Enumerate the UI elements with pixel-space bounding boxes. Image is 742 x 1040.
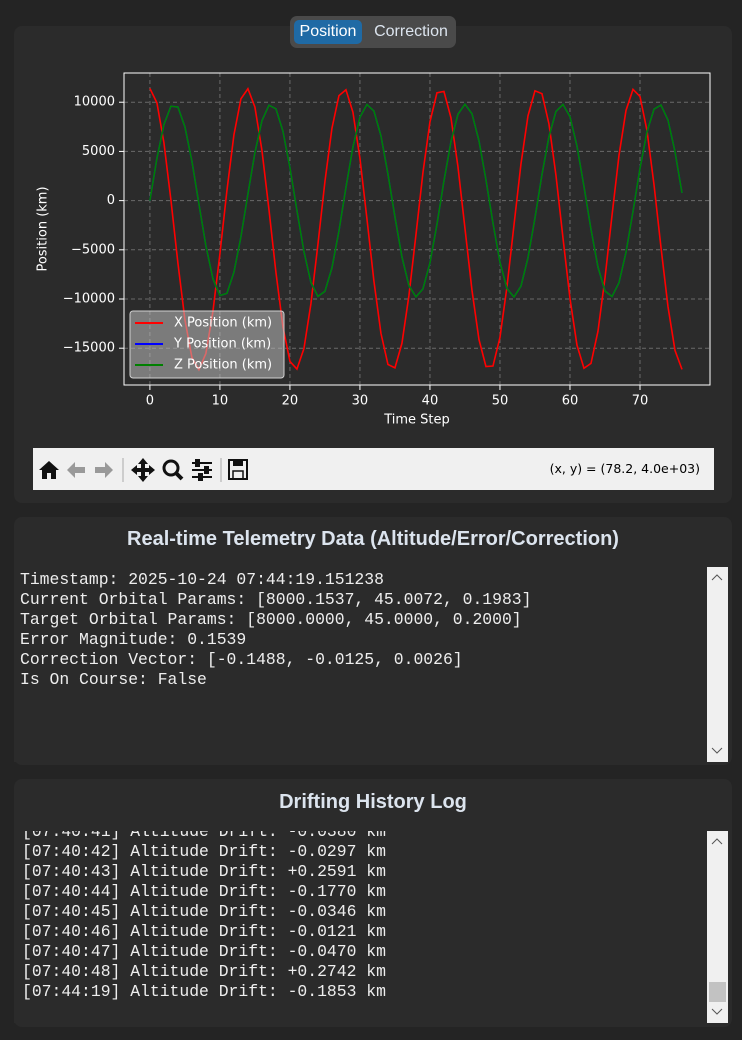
telemetry-panel: Real-time Telemetry Data (Altitude/Error… xyxy=(14,517,732,765)
x-tick-label: 50 xyxy=(492,394,509,409)
position-panel xyxy=(14,26,732,503)
data-line xyxy=(149,102,683,299)
text-line: [07:40:45] Altitude Drift: -0.0346 km xyxy=(22,902,386,921)
toolbar: (x, y) = (78.2, 4.0e+03) xyxy=(33,448,714,490)
save-button[interactable] xyxy=(228,459,248,480)
legend-box xyxy=(129,310,285,379)
history-textbox[interactable]: [07:40:41] Altitude Drift: -0.0380 km [07… xyxy=(14,831,728,1023)
x-tick-label: 40 xyxy=(422,394,439,409)
text-line: [07:40:44] Altitude Drift: -0.1770 km xyxy=(22,882,386,901)
text-line: [07:40:47] Altitude Drift: -0.0470 km xyxy=(22,942,386,961)
x-tick-label: 70 xyxy=(632,394,649,409)
text-line: [07:40:42] Altitude Drift: -0.0297 km xyxy=(22,842,386,861)
panel-title: Drifting History Log xyxy=(279,791,467,813)
history-panel: Drifting History Log [07:40:41] Altitude… xyxy=(14,779,732,1027)
y-tick-label: −15000 xyxy=(63,341,115,356)
zoom-button[interactable] xyxy=(162,459,184,481)
scrollbar[interactable] xyxy=(707,567,728,762)
tab[interactable]: Correction xyxy=(374,23,448,40)
y-tick-label: −10000 xyxy=(63,292,115,307)
legend-label: X Position (km) xyxy=(174,316,272,331)
plot-frame xyxy=(123,72,711,386)
x-tick-label: 0 xyxy=(146,394,154,409)
y-tick-label: −5000 xyxy=(71,242,115,257)
text-line: Correction Vector: [-0.1488, -0.0125, 0.… xyxy=(20,650,463,669)
text-line: [07:40:41] Altitude Drift: -0.0380 km xyxy=(22,831,386,841)
telemetry-textbox[interactable]: Timestamp: 2025-10-24 07:44:19.151238 Cur… xyxy=(14,567,728,762)
y-tick-label: 0 xyxy=(107,193,115,208)
y-axis-label: Position (km) xyxy=(36,186,51,271)
toolbar-icons xyxy=(39,458,248,482)
back-button[interactable] xyxy=(67,462,85,478)
x-tick-label: 10 xyxy=(212,394,229,409)
forward-button[interactable] xyxy=(95,462,113,478)
text-content: [07:40:41] Altitude Drift: -0.0380 km [07… xyxy=(22,831,386,1002)
x-tick-label: 20 xyxy=(282,394,299,409)
home-button[interactable] xyxy=(39,461,59,479)
scrollbar[interactable] xyxy=(707,831,728,1023)
legend-label: Z Position (km) xyxy=(174,358,272,373)
x-tick-label: 30 xyxy=(352,394,369,409)
tab-bar: Position Correction xyxy=(290,16,456,48)
text-line: Error Magnitude: 0.1539 xyxy=(20,630,247,649)
chart: Time Step Position (km) 0 10 20 30 40 50 60 70 −… xyxy=(36,72,711,428)
text-line: Target Orbital Params: [8000.0000, 45.00… xyxy=(20,610,522,629)
text-content: Timestamp: 2025-10-24 07:44:19.151238 Cur… xyxy=(20,570,531,690)
text-line: [07:40:43] Altitude Drift: +0.2591 km xyxy=(22,862,386,881)
data-line xyxy=(149,87,683,372)
text-line: [07:40:46] Altitude Drift: -0.0121 km xyxy=(22,922,386,941)
panel-title: Real-time Telemetry Data (Altitude/Error… xyxy=(127,528,619,550)
tab[interactable]: Position xyxy=(294,20,362,44)
configure-button[interactable] xyxy=(192,459,212,481)
pan-button[interactable] xyxy=(131,458,155,482)
y-tick-label: 5000 xyxy=(82,144,115,159)
x-tick-label: 60 xyxy=(562,394,579,409)
y-tick-label: 10000 xyxy=(74,95,115,110)
text-line: Is On Course: False xyxy=(20,670,207,689)
legend-label: Y Position (km) xyxy=(173,337,271,352)
x-axis-label: Time Step xyxy=(383,413,450,428)
text-line: Current Orbital Params: [8000.1537, 45.0… xyxy=(20,590,532,609)
text-line: Timestamp: 2025-10-24 07:44:19.151238 xyxy=(20,570,384,589)
legend: X Position (km) Y Position (km) Z Position… xyxy=(129,310,285,379)
cursor-coordinates: (x, y) = (78.2, 4.0e+03) xyxy=(549,461,700,476)
text-line: [07:40:48] Altitude Drift: +0.2742 km xyxy=(22,962,386,981)
text-line: [07:44:19] Altitude Drift: -0.1853 km xyxy=(22,982,386,1001)
